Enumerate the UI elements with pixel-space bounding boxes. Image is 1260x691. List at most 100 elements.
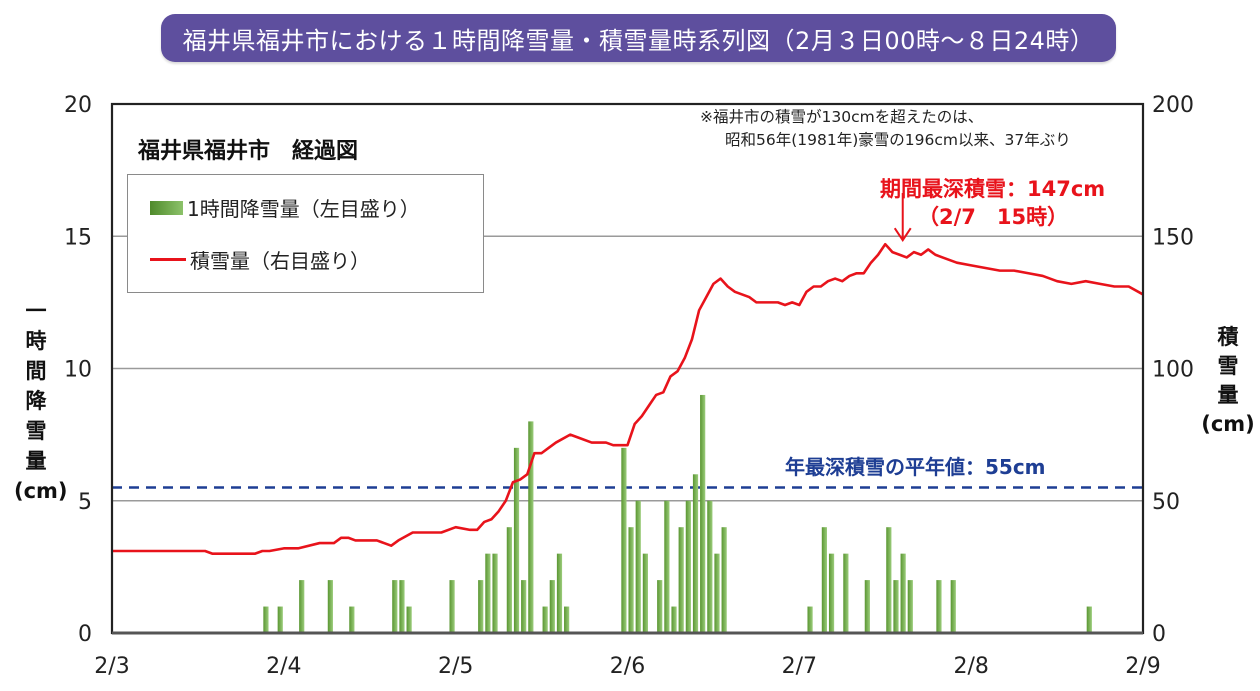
snowfall-bar: [635, 500, 641, 633]
snowfall-bar: [513, 447, 520, 633]
snowfall-bar: [406, 606, 412, 633]
snowfall-bar: [721, 527, 727, 633]
y-right-label-char: (cm): [1201, 412, 1255, 436]
note-line-1: ※福井市の積雪が130cmを超えたのは、: [700, 108, 984, 126]
snowfall-bar: [628, 527, 634, 633]
snowfall-bar: [657, 580, 663, 633]
snowfall-bar: [621, 447, 627, 633]
legend: 1時間降雪量（左目盛り） 積雪量（右目盛り）: [127, 174, 484, 293]
snowfall-bar: [864, 580, 870, 633]
peak-arrow-head: [893, 227, 912, 242]
snowfall-bar: [349, 606, 355, 633]
legend-line-label: 積雪量（右目盛り）: [190, 249, 370, 273]
y-left-label-char: (cm): [14, 479, 68, 503]
snowfall-bar: [506, 527, 512, 633]
y-left-label-char: 時: [25, 329, 47, 353]
snowfall-bar: [528, 421, 534, 633]
legend-item-bar: 1時間降雪量（左目盛り）: [150, 193, 420, 222]
legend-bar-label: 1時間降雪量（左目盛り）: [187, 197, 420, 221]
legend-item-line: 積雪量（右目盛り）: [150, 245, 370, 274]
y-right-tick-label: 50: [1152, 490, 1180, 515]
snowfall-bar: [936, 580, 942, 633]
peak-annotation-line-2: （2/7 15時）: [918, 205, 1069, 229]
x-tick-label: 2/3: [94, 654, 129, 679]
snowfall-bar: [492, 553, 498, 633]
y-left-tick-label: 10: [64, 358, 92, 383]
snowfall-bar: [1086, 606, 1092, 633]
average-annotation: 年最深積雪の平年値：55cm: [785, 455, 1046, 479]
snowfall-bar: [893, 580, 899, 633]
x-tick-label: 2/6: [610, 654, 645, 679]
snowfall-bar: [714, 553, 720, 633]
snowfall-bar: [327, 580, 333, 633]
snowfall-bar: [564, 606, 570, 633]
snowfall-bar: [821, 527, 827, 633]
snowfall-bar: [485, 553, 491, 633]
snowfall-bar: [277, 606, 283, 633]
snowfall-bar: [664, 500, 670, 633]
note-line-2: 昭和56年(1981年)豪雪の196cm以来、37年ぶり: [725, 131, 1071, 149]
y-left-label-char: 一: [25, 299, 47, 323]
y-left-label-char: 量: [25, 449, 47, 473]
peak-annotation-line-1: 期間最深積雪：147cm: [880, 177, 1106, 201]
x-tick-label: 2/8: [953, 654, 988, 679]
snowfall-bar: [263, 606, 269, 633]
y-left-tick-label: 0: [78, 622, 92, 647]
snowfall-bar: [950, 580, 956, 633]
snowfall-bar: [521, 580, 527, 633]
snowfall-bar: [678, 527, 684, 633]
snowfall-bar: [900, 553, 906, 633]
snowfall-bar: [828, 553, 835, 633]
y-left-tick-label: 20: [64, 93, 92, 118]
y-right-label-char: 雪: [1217, 354, 1239, 378]
snowfall-bar: [807, 606, 813, 633]
snow-depth-line: [112, 242, 1144, 555]
y-axis-right-label: 積雪量 (cm): [1196, 323, 1260, 439]
y-left-tick-label: 5: [78, 490, 92, 515]
y-right-tick-label: 100: [1152, 358, 1194, 383]
y-left-label-char: 雪: [25, 419, 47, 443]
snowfall-bar: [299, 580, 305, 633]
hourly-snowfall-bars: [263, 394, 1092, 633]
snowfall-bar: [542, 606, 548, 633]
line-swatch-icon: [150, 258, 186, 261]
snowfall-bar: [392, 580, 398, 633]
y-right-tick-label: 200: [1152, 93, 1194, 118]
axes: [110, 102, 1145, 635]
snowfall-bar: [907, 580, 913, 633]
snowfall-bar: [478, 580, 484, 633]
snowfall-bar: [700, 394, 706, 633]
x-tick-label: 2/5: [438, 654, 473, 679]
snowfall-bar: [399, 580, 405, 633]
x-tick-label: 2/7: [782, 654, 817, 679]
snowfall-bar: [556, 553, 563, 633]
snowfall-bar: [449, 580, 455, 633]
y-right-label-char: 量: [1217, 383, 1239, 407]
peak-annotation: 期間最深積雪：147cm （2/7 15時）: [880, 175, 1105, 231]
bar-swatch-icon: [150, 200, 183, 215]
y-right-label-char: 積: [1217, 325, 1239, 349]
snowfall-bar: [692, 474, 699, 633]
snow-depth-polyline: [112, 242, 1144, 555]
chart-title: 福井県福井市における１時間降雪量・積雪量時系列図（2月３日00時～８日24時）: [161, 14, 1116, 62]
snowfall-bar: [886, 527, 892, 633]
snowfall-bar: [843, 553, 849, 633]
y-left-label-char: 降: [25, 389, 47, 413]
y-left-tick-label: 15: [64, 225, 92, 250]
peak-arrow-icon: [893, 193, 912, 242]
x-tick-label: 2/4: [266, 654, 301, 679]
snowfall-bar: [707, 500, 713, 633]
snowfall-bar: [549, 580, 555, 633]
record-note: ※福井市の積雪が130cmを超えたのは、 昭和56年(1981年)豪雪の196c…: [700, 106, 1071, 152]
y-right-tick-label: 150: [1152, 225, 1194, 250]
y-right-tick-label: 0: [1152, 622, 1166, 647]
chart-subtitle: 福井県福井市 経過図: [138, 139, 359, 164]
snowfall-bar: [685, 500, 691, 633]
y-left-label-char: 間: [25, 359, 47, 383]
x-tick-label: 2/9: [1125, 654, 1160, 679]
snowfall-bar: [642, 553, 648, 633]
snowfall-bar: [671, 606, 677, 633]
y-axis-left-label: 一時間降雪量 (cm): [14, 296, 68, 506]
